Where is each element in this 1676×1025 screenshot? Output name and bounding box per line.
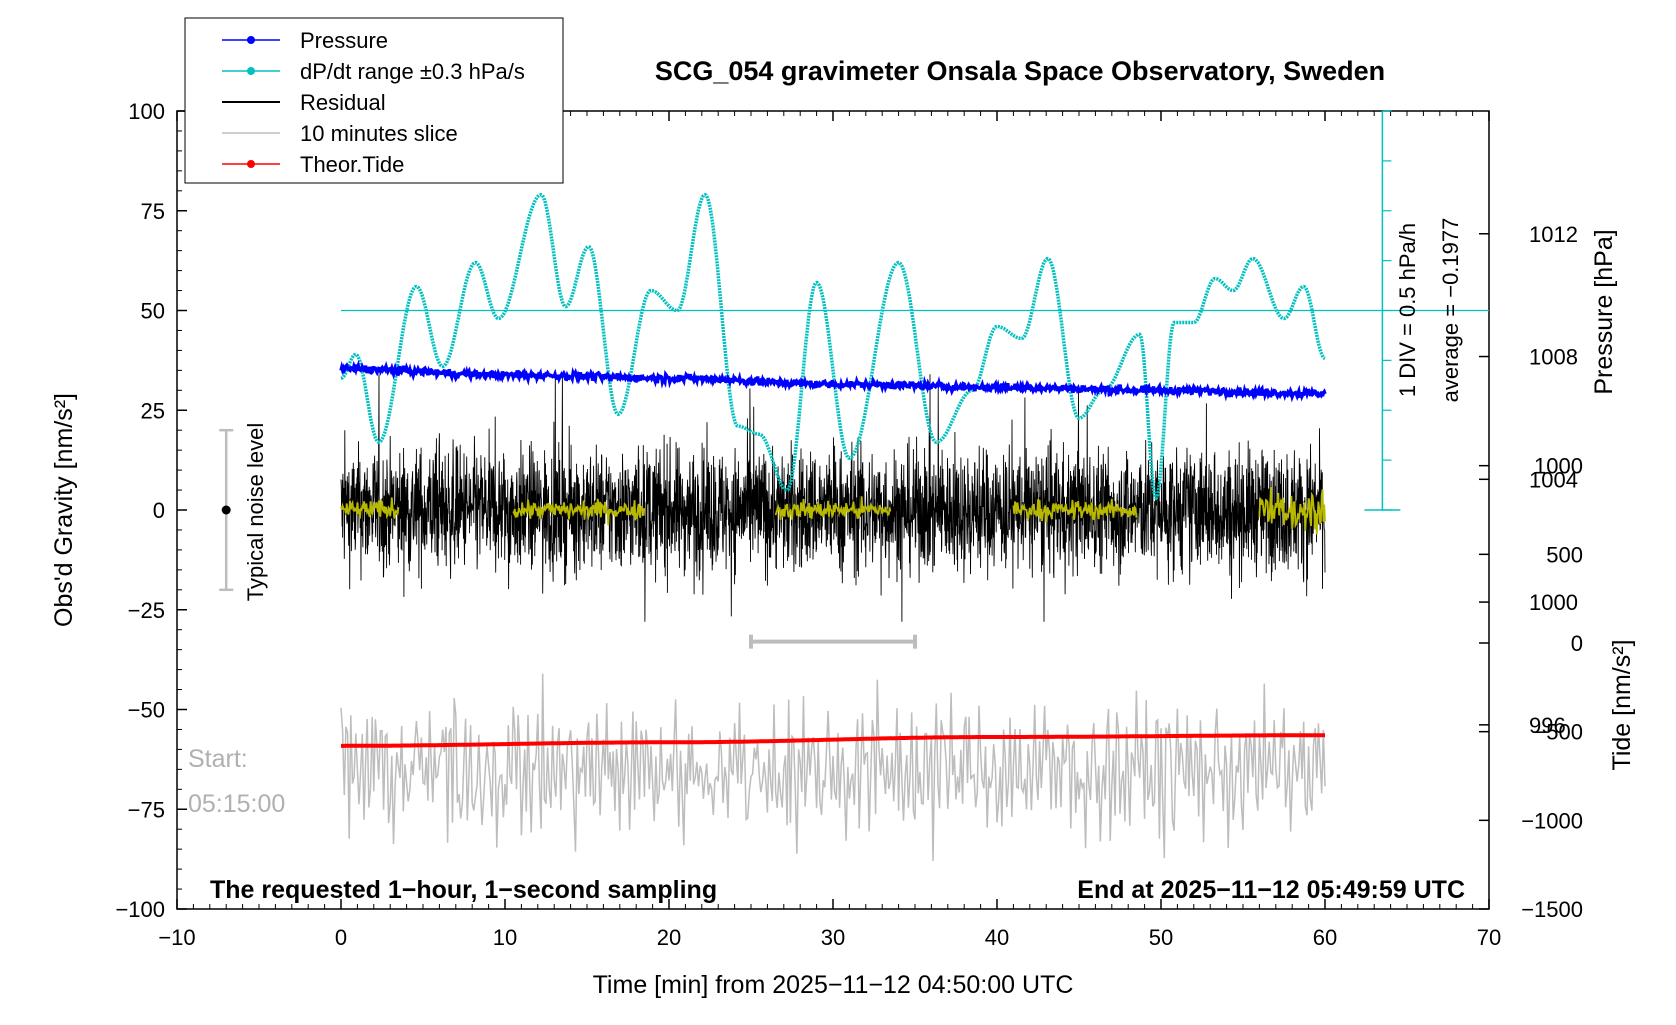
y-tick-label: −75: [128, 797, 165, 822]
residual-smoothed-segment: [1012, 498, 1138, 523]
slice-series: [340, 673, 1326, 862]
noise-level-indicator: Typical noise level: [219, 423, 268, 602]
legend-label: dP/dt range ±0.3 hPa/s: [300, 59, 525, 84]
slice-line: [340, 673, 1326, 862]
y-tick-label: −50: [128, 698, 165, 723]
x-tick-label: 0: [335, 925, 347, 950]
x-tick-label: 20: [657, 925, 681, 950]
y-tick-label: 0: [153, 498, 165, 523]
residual-line: [340, 374, 1326, 622]
noise-center-dot: [221, 505, 231, 515]
sampling-note: The requested 1−hour, 1−second sampling: [210, 876, 717, 904]
pressure-line: [339, 359, 1327, 403]
pressure-tick-label: 1008: [1529, 345, 1578, 370]
slice-range-bar: [749, 634, 917, 649]
residual-smoothed-series: [340, 487, 1326, 535]
legend: Pressure dP/dt range ±0.3 hPa/s Residual 10…: [184, 17, 564, 184]
tide-tick-label: −1000: [1521, 808, 1583, 833]
residual-smoothed-segment: [512, 498, 646, 526]
tide-tick-label: −1500: [1521, 897, 1583, 922]
x-tick-label: 60: [1313, 925, 1337, 950]
residual-smoothed-segment: [774, 496, 892, 520]
tide-axis-label: Tide [nm/s²]: [1608, 639, 1636, 770]
y-tick-label: 100: [128, 99, 165, 124]
tide-tick-label: 1000: [1534, 454, 1583, 479]
legend-marker: [247, 160, 255, 168]
dpdt-scale: [1364, 110, 1401, 511]
tide-series: [341, 733, 1325, 748]
y-tick-label: −25: [128, 598, 165, 623]
tide-tick-label: 500: [1546, 542, 1583, 567]
start-label: Start:: [188, 745, 248, 773]
residual-smoothed-segment: [340, 497, 400, 520]
noise-level-label: Typical noise level: [243, 423, 268, 602]
y-tick-label: 50: [141, 299, 165, 324]
legend-label: Residual: [300, 90, 386, 115]
div-label: 1 DIV = 0.5 hPa/h: [1395, 223, 1420, 397]
x-tick-label: 70: [1477, 925, 1501, 950]
dpdt-series: [340, 192, 1489, 501]
y-tick-label: 25: [141, 398, 165, 423]
legend-box: [184, 17, 564, 184]
chart-title: SCG_054 gravimeter Onsala Space Observat…: [655, 56, 1385, 86]
tide-tick-label: 0: [1571, 631, 1583, 656]
legend-label: Theor.Tide: [300, 152, 404, 177]
x-tick-label: 30: [821, 925, 845, 950]
tide-tick-label: −500: [1533, 720, 1583, 745]
x-tick-label: −10: [158, 925, 195, 950]
y-tick-label: −100: [115, 897, 165, 922]
start-time: 05:15:00: [188, 790, 285, 818]
average-label: average = −0.1977: [1438, 218, 1463, 403]
tide-line: [341, 733, 1325, 748]
x-tick-label: 50: [1149, 925, 1173, 950]
pressure-tick-label: 1012: [1529, 222, 1578, 247]
residual-smoothed-segment: [1258, 487, 1326, 535]
x-axis-label: Time [min] from 2025−11−12 04:50:00 UTC: [593, 971, 1074, 999]
y-axis-label: Obs'd Gravity [nm/s²]: [50, 393, 78, 627]
legend-label: 10 minutes slice: [300, 121, 458, 146]
legend-marker: [247, 67, 255, 75]
dpdt-line: [340, 192, 1326, 501]
end-time-note: End at 2025−11−12 05:49:59 UTC: [1077, 876, 1465, 904]
legend-marker: [247, 36, 255, 44]
pressure-tick-label: 1000: [1529, 590, 1578, 615]
legend-label: Pressure: [300, 28, 388, 53]
pressure-axis-label: Pressure [hPa]: [1590, 229, 1618, 394]
pressure-tick-label: 1004: [1529, 467, 1578, 492]
x-tick-label: 40: [985, 925, 1009, 950]
axes: −10 0 10 20 30 40 50 60 70−100−75−50−25025507510…: [115, 99, 1583, 950]
x-tick-label: 10: [493, 925, 517, 950]
pressure-tick-label: 996: [1529, 713, 1566, 738]
pressure-series: [339, 359, 1327, 403]
residual-series: [340, 374, 1326, 622]
y-tick-label: 75: [141, 199, 165, 224]
